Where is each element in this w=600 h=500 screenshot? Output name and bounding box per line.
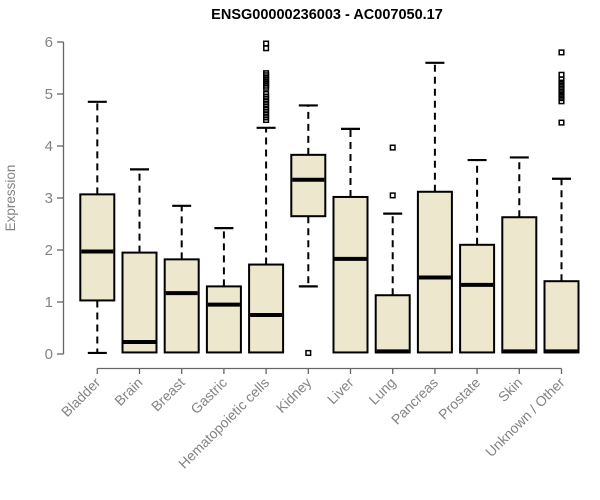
outlier-point — [263, 90, 270, 98]
box-gastric — [205, 285, 242, 354]
outlier-point — [558, 91, 565, 99]
box-kidney — [290, 153, 327, 218]
box-prostate — [459, 243, 496, 354]
outlier-point — [558, 88, 565, 95]
chart-title: ENSG00000236003 - AC007050.17 — [211, 7, 443, 23]
x-tick-label: Brain — [111, 374, 145, 408]
outlier-point — [558, 71, 565, 78]
x-tick-label: Breast — [148, 374, 188, 414]
outlier-point — [263, 70, 270, 77]
outlier-point — [558, 98, 565, 105]
outlier-point — [558, 119, 565, 126]
y-tick-label: 1 — [45, 294, 53, 311]
outlier-point — [389, 192, 396, 199]
y-tick-label: 0 — [45, 346, 53, 363]
y-tick-label: 6 — [45, 34, 53, 51]
y-tick-label: 3 — [45, 190, 53, 207]
outlier-point — [558, 76, 565, 83]
outlier-point — [305, 349, 312, 357]
outlier-point — [558, 85, 565, 92]
outlier-point — [558, 79, 565, 86]
box-pancreas — [416, 190, 453, 354]
y-tick-label: 4 — [45, 138, 53, 155]
x-tick-label: Skin — [495, 374, 526, 405]
x-tick-label: Pancreas — [388, 374, 441, 427]
box-skin — [501, 216, 538, 354]
outlier-point — [263, 45, 270, 52]
outlier-point — [558, 49, 565, 56]
outlier-point — [263, 40, 270, 47]
box-lung — [374, 294, 411, 354]
x-tick-label: Prostate — [435, 374, 483, 422]
box-liver — [332, 195, 369, 354]
y-tick-label: 2 — [45, 242, 53, 259]
box-brain — [121, 251, 158, 354]
x-tick-label: Liver — [324, 374, 357, 407]
box-unknown-other — [543, 280, 580, 354]
outlier-point — [389, 144, 396, 151]
box-hematopoietic-cells — [248, 263, 285, 354]
outlier-point — [558, 95, 565, 102]
x-tick-label: Unknown / Other — [482, 374, 568, 460]
x-tick-label: Kidney — [273, 374, 315, 416]
outlier-point — [558, 82, 565, 89]
y-tick-label: 5 — [45, 86, 53, 103]
x-tick-label: Lung — [365, 374, 398, 407]
box-breast — [163, 258, 200, 354]
box-bladder — [79, 193, 116, 302]
x-tick-label: Bladder — [58, 374, 104, 420]
y-axis-title: Expression — [3, 165, 18, 232]
